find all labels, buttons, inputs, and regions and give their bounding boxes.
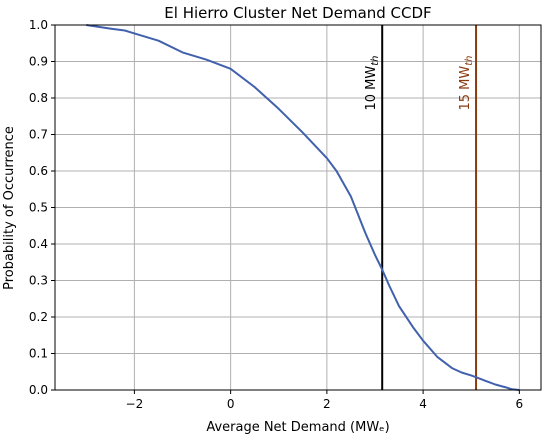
series-line-0	[86, 24, 520, 391]
threshold-lines: 10 MWth 15 MWth	[364, 25, 478, 390]
x-tick-label: 4	[419, 397, 427, 411]
y-tick-label: 1.0	[29, 18, 48, 32]
x-tick-label: 0	[227, 397, 235, 411]
x-axis-ticks: −2 0 2 4 6	[126, 390, 524, 411]
y-tick-label: 0.6	[29, 164, 48, 178]
series-layer	[86, 24, 520, 391]
threshold-label-1: 15 MWth	[458, 55, 475, 110]
chart-title: El Hierro Cluster Net Demand CCDF	[164, 4, 431, 22]
y-tick-label: 0.4	[29, 237, 48, 251]
x-tick-label: 6	[516, 397, 524, 411]
y-tick-label: 0.2	[29, 310, 48, 324]
y-tick-label: 0.3	[29, 274, 48, 288]
y-tick-label: 0.9	[29, 55, 48, 69]
threshold-label-0: 10 MWth	[364, 55, 381, 110]
y-tick-label: 0.8	[29, 91, 48, 105]
x-tick-label: −2	[126, 397, 144, 411]
x-tick-label: 2	[323, 397, 331, 411]
x-axis-label: Average Net Demand (MWₑ)	[206, 420, 389, 435]
y-tick-label: 0.7	[29, 128, 48, 142]
y-axis-ticks: 0.0 0.1 0.2 0.3 0.4 0.5 0.6 0.7 0.8 0.9 1.0	[29, 18, 55, 397]
y-tick-label: 0.5	[29, 201, 48, 215]
y-axis-label: Probability of Occurrence	[2, 126, 17, 290]
y-tick-label: 0.1	[29, 347, 48, 361]
y-tick-label: 0.0	[29, 383, 48, 397]
